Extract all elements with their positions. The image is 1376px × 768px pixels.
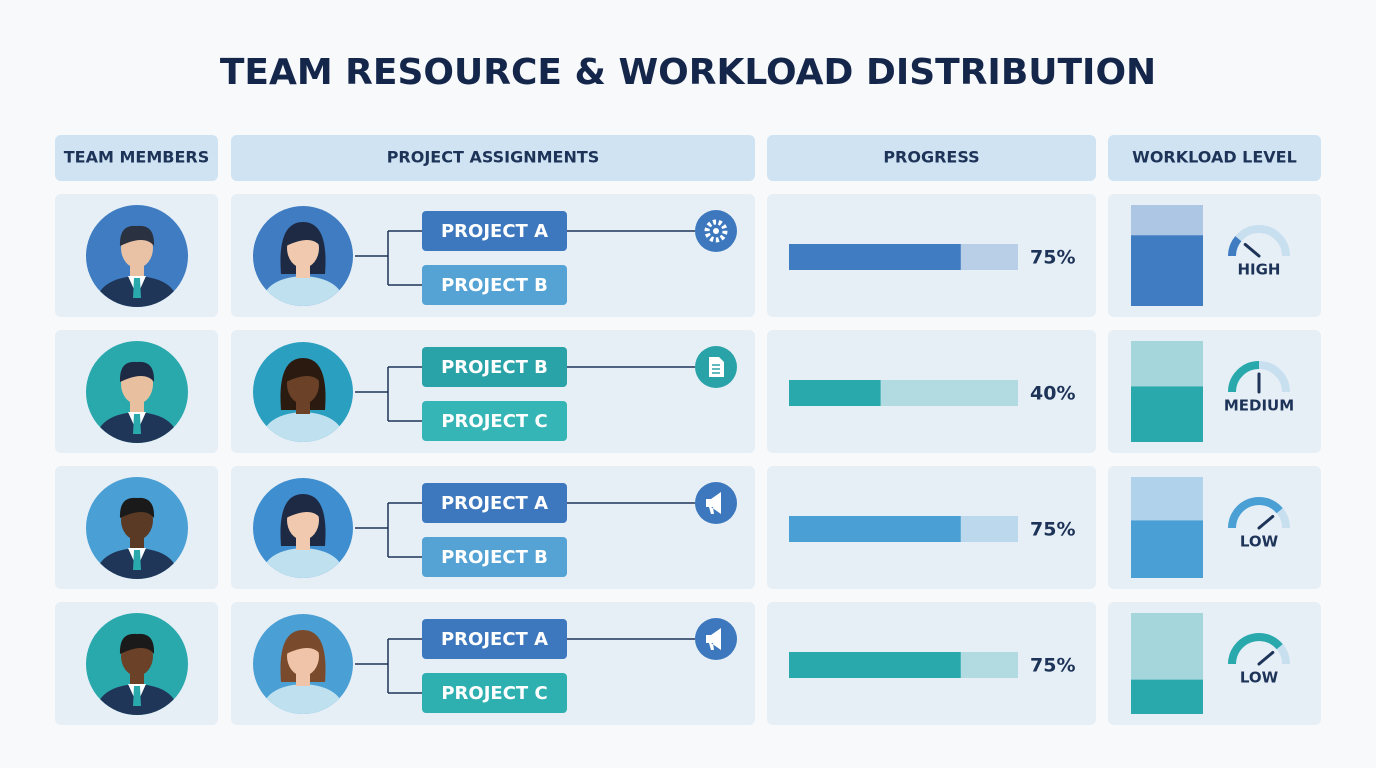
cell (231, 466, 755, 589)
avatar-figure (95, 497, 179, 579)
progress-label: 75% (1030, 247, 1075, 269)
project-tag (422, 211, 567, 251)
cell (231, 194, 755, 317)
project-tag (422, 619, 567, 659)
hair (285, 497, 321, 518)
header-label: PROGRESS (883, 148, 979, 167)
cell (231, 330, 755, 453)
workload-fill (1131, 386, 1203, 442)
avatar-figure (95, 225, 179, 307)
avatar-figure (95, 361, 179, 443)
connector (355, 638, 695, 694)
gear-hub (713, 228, 719, 234)
avatar (253, 478, 353, 578)
workload-label: LOW (1240, 533, 1279, 551)
header-label: PROJECT ASSIGNMENTS (387, 148, 600, 167)
hair (119, 361, 155, 382)
body (261, 548, 345, 578)
workload-label: HIGH (1237, 261, 1280, 279)
project-tag (422, 673, 567, 713)
hair (285, 361, 321, 382)
avatar-figure (95, 633, 179, 715)
body (261, 412, 345, 442)
megaphone-icon (706, 492, 721, 514)
tie (133, 686, 141, 706)
avatar-figure (261, 222, 345, 306)
project-label: PROJECT C (441, 683, 547, 704)
hair (285, 633, 321, 654)
cell (231, 602, 755, 725)
project-label: PROJECT B (441, 357, 548, 378)
gear-icon (704, 219, 728, 243)
progress-fill (789, 516, 961, 542)
hair (285, 225, 321, 246)
avatar-figure (261, 630, 345, 714)
avatar (253, 342, 353, 442)
gauge-level (1228, 236, 1242, 257)
header-cell (55, 135, 218, 181)
body (261, 684, 345, 714)
avatar-figure (261, 494, 345, 578)
hair (119, 497, 155, 518)
progress-label: 40% (1030, 383, 1075, 405)
project-label: PROJECT A (441, 629, 548, 650)
avatar (86, 205, 188, 307)
project-label: PROJECT C (441, 411, 547, 432)
header-label: WORKLOAD LEVEL (1132, 148, 1297, 167)
avatar-figure (261, 358, 345, 442)
workload-fill (1131, 235, 1203, 306)
tie (133, 278, 141, 298)
progress-fill (789, 244, 961, 270)
workload-fill (1131, 520, 1203, 578)
tie (133, 550, 141, 570)
project-tag (422, 537, 567, 577)
progress-fill (789, 652, 961, 678)
header-label: TEAM MEMBERS (64, 148, 209, 167)
project-label: PROJECT A (441, 493, 548, 514)
title: TEAM RESOURCE & WORKLOAD DISTRIBUTION (220, 52, 1156, 93)
header-cell (767, 135, 1096, 181)
hair (119, 225, 155, 246)
project-tag (422, 401, 567, 441)
project-label: PROJECT A (441, 221, 548, 242)
connector (355, 366, 695, 422)
avatar (86, 613, 188, 715)
project-tag (422, 265, 567, 305)
project-tag (422, 483, 567, 523)
tie (133, 414, 141, 434)
workload-fill (1131, 679, 1203, 714)
avatar (86, 477, 188, 579)
progress-label: 75% (1030, 655, 1075, 677)
gauge-level (1228, 361, 1260, 393)
project-label: PROJECT B (441, 547, 548, 568)
project-label: PROJECT B (441, 275, 548, 296)
project-tag (422, 347, 567, 387)
progress-label: 75% (1030, 519, 1075, 541)
connector (355, 502, 695, 558)
avatar (253, 614, 353, 714)
gauge-needle (1257, 650, 1275, 666)
avatar (253, 206, 353, 306)
doc-icon (709, 357, 724, 377)
gauge-needle (1243, 242, 1261, 258)
gauge-level (1228, 633, 1283, 665)
connector (355, 230, 695, 286)
gauge-needle (1257, 514, 1275, 530)
body (261, 276, 345, 306)
megaphone-icon (706, 628, 721, 650)
gauge-level (1228, 497, 1283, 529)
workload-label: LOW (1240, 669, 1279, 687)
progress-fill (789, 380, 881, 406)
workload-label: MEDIUM (1224, 397, 1294, 415)
avatar (86, 341, 188, 443)
header-cell (231, 135, 755, 181)
header-cell (1108, 135, 1321, 181)
cell (767, 330, 1096, 453)
hair (119, 633, 155, 654)
